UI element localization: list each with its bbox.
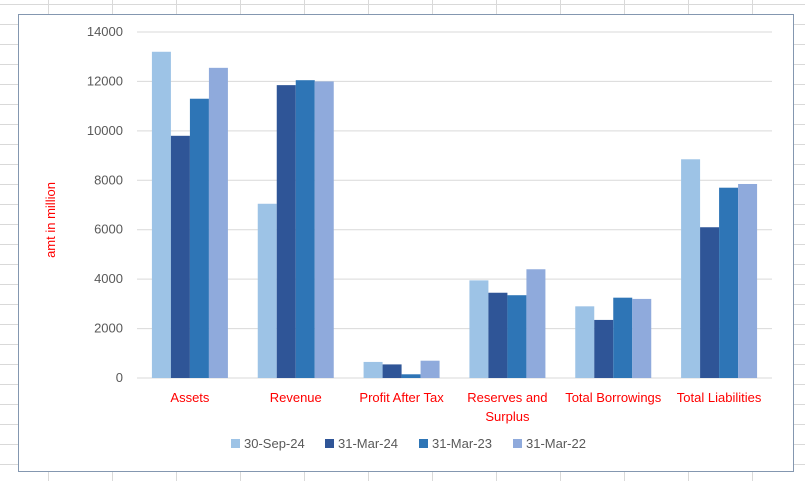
legend-item[interactable]: 30-Sep-24 (231, 436, 305, 451)
bar-30-Sep-24[interactable] (151, 51, 171, 379)
bar-31-Mar-24[interactable] (276, 85, 296, 378)
bar-31-Mar-24[interactable] (700, 227, 720, 378)
y-tick-label: 14000 (87, 24, 123, 39)
y-tick-label: 10000 (87, 123, 123, 138)
legend-swatch (231, 439, 240, 448)
bar-31-Mar-24[interactable] (170, 135, 190, 378)
legend-label: 31-Mar-23 (432, 436, 492, 451)
y-tick-label: 2000 (94, 321, 123, 336)
bar-31-Mar-22[interactable] (208, 67, 228, 379)
bar-30-Sep-24[interactable] (363, 361, 383, 378)
y-tick-label: 12000 (87, 73, 123, 88)
bar-31-Mar-23[interactable] (719, 187, 739, 378)
y-axis-label: amt in million (43, 182, 58, 258)
bar-31-Mar-22[interactable] (738, 183, 758, 378)
bar-30-Sep-24[interactable] (257, 203, 277, 378)
legend: 30-Sep-24 31-Mar-24 31-Mar-23 31-Mar-22 (231, 436, 586, 451)
bar-31-Mar-23[interactable] (189, 98, 209, 378)
bar-31-Mar-24[interactable] (488, 292, 508, 378)
bar-31-Mar-23[interactable] (613, 297, 633, 378)
legend-swatch (325, 439, 334, 448)
y-axis-ticks: 0 2000 4000 6000 8000 10000 12000 14000 (87, 24, 123, 385)
y-tick-label: 4000 (94, 271, 123, 286)
category-label: Total Liabilities (677, 390, 762, 405)
bar-30-Sep-24[interactable] (681, 159, 701, 378)
legend-item[interactable]: 31-Mar-23 (419, 436, 492, 451)
category-label: Profit After Tax (359, 390, 444, 405)
legend-item[interactable]: 31-Mar-22 (513, 436, 586, 451)
legend-item[interactable]: 31-Mar-24 (325, 436, 398, 451)
bar-31-Mar-24[interactable] (594, 319, 614, 378)
legend-label: 31-Mar-24 (338, 436, 398, 451)
gridlines (137, 31, 772, 379)
bar-chart: 0 2000 4000 6000 8000 10000 12000 14000 Assets R… (43, 24, 772, 451)
chart-frame[interactable]: 0 2000 4000 6000 8000 10000 12000 14000 Assets R… (18, 14, 794, 472)
category-label: Reserves and Surplus (467, 390, 547, 424)
y-tick-label: 0 (116, 370, 123, 385)
legend-swatch (419, 439, 428, 448)
bar-31-Mar-22[interactable] (526, 269, 546, 378)
y-tick-label: 6000 (94, 222, 123, 237)
y-tick-label: 8000 (94, 172, 123, 187)
category-label: Assets (170, 390, 210, 405)
bars (151, 51, 758, 379)
bar-31-Mar-22[interactable] (420, 360, 440, 378)
bar-31-Mar-24[interactable] (382, 364, 402, 378)
bar-30-Sep-24[interactable] (575, 306, 595, 378)
bar-31-Mar-23[interactable] (295, 80, 315, 378)
legend-label: 31-Mar-22 (526, 436, 586, 451)
category-labels: Assets Revenue Profit After Tax Reserves an… (170, 390, 761, 424)
category-label: Revenue (270, 390, 322, 405)
legend-swatch (513, 439, 522, 448)
bar-31-Mar-23[interactable] (507, 295, 527, 378)
bar-31-Mar-22[interactable] (314, 81, 334, 378)
bar-30-Sep-24[interactable] (469, 280, 489, 378)
legend-label: 30-Sep-24 (244, 436, 305, 451)
bar-31-Mar-23[interactable] (401, 374, 421, 378)
bar-31-Mar-22[interactable] (632, 298, 652, 378)
category-label: Total Borrowings (565, 390, 662, 405)
